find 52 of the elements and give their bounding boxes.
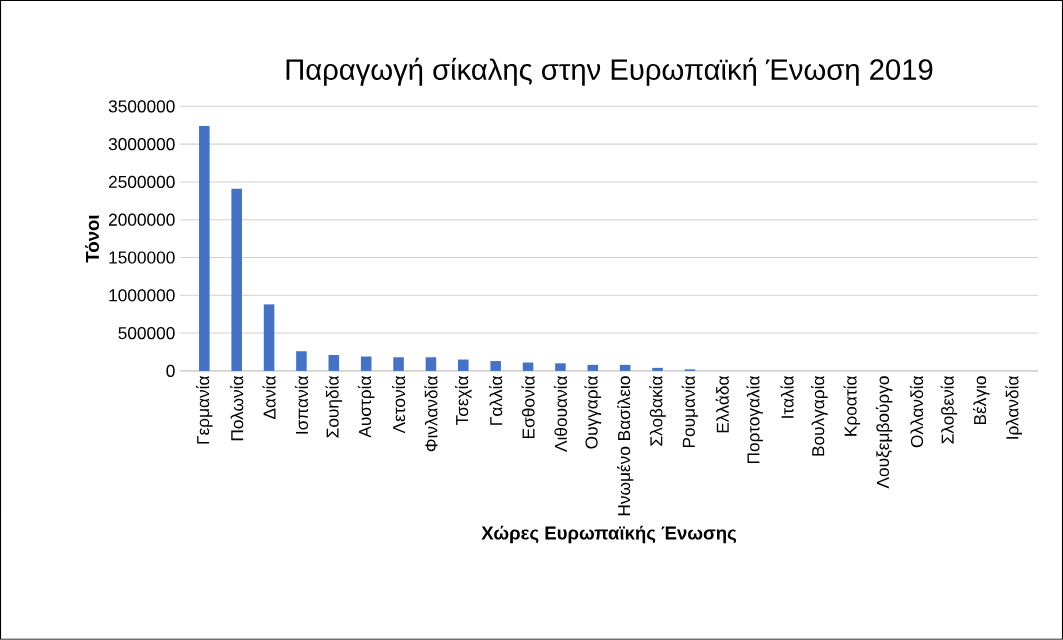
x-tick-label: Ρουμανία: [681, 376, 699, 448]
bar: [458, 359, 469, 372]
bar: [328, 355, 340, 372]
bar: [490, 361, 501, 372]
x-tick-label: Πολωνία: [230, 376, 244, 441]
x-tick-label: Ισπανία: [294, 376, 309, 434]
x-tick-label: Ιρλανδία: [1005, 376, 1022, 439]
bar: [296, 351, 307, 372]
x-tick-label: Φινλανδία: [424, 376, 438, 452]
x-tick-label: Σουηδία: [325, 376, 343, 438]
x-tick-label: Λουξεμβούργο: [875, 376, 893, 489]
chart-title: Παραγωγή σίκαλης στην Ευρωπαϊκή Ένωση 2019: [286, 57, 933, 86]
y-tick-label: 1000000: [109, 289, 175, 302]
x-tick-label: Σλοβενία: [940, 376, 958, 444]
x-tick-label: Βουλγαρία: [811, 376, 828, 456]
bar: [522, 362, 534, 372]
x-tick-label: Ηνωμένο Βασίλειο: [617, 376, 634, 516]
bar: [360, 356, 372, 372]
bar: [619, 364, 631, 372]
x-tick-label: Γαλλία: [489, 376, 503, 425]
x-axis-title: Χώρες Ευρωπαϊκής Ένωσης: [481, 525, 737, 544]
bar: [263, 304, 275, 372]
y-axis-title: Τόνοι: [85, 215, 100, 263]
x-tick-label: Ουγγαρία: [584, 376, 602, 449]
x-tick-label: Δανία: [262, 376, 276, 420]
x-tick-label: Ολλανδία: [909, 376, 924, 448]
y-tick-label: 3000000: [108, 138, 175, 151]
x-tick-label: Πορτογαλία: [746, 376, 763, 464]
x-tick-label: Κροατία: [843, 376, 861, 436]
bar: [393, 357, 404, 372]
bar: [652, 367, 663, 372]
y-tick-label: 2500000: [109, 175, 175, 189]
y-tick-label: 500000: [118, 327, 175, 340]
x-tick-label: Σλοβακία: [649, 376, 666, 446]
x-tick-label: Ιταλία: [780, 376, 794, 418]
y-tick-label: 3500000: [108, 100, 175, 113]
x-tick-label: Λετονία: [391, 376, 406, 434]
bar: [199, 126, 210, 372]
x-tick-label: Τσεχία: [455, 376, 472, 426]
x-tick-label: Εσθονία: [521, 376, 535, 439]
bar: [231, 188, 242, 372]
y-tick-label: 2000000: [109, 213, 175, 226]
x-tick-label: Ελλάδα: [715, 376, 729, 433]
x-tick-label: Βέλγιο: [972, 376, 990, 425]
y-tick-label: 0: [166, 364, 175, 378]
x-tick-label: Γερμανία: [196, 376, 213, 444]
x-tick-label: Λιθουανία: [553, 376, 568, 453]
bar: [587, 364, 599, 372]
bar: [425, 357, 437, 372]
y-tick-label: 1500000: [109, 251, 175, 264]
bar: [555, 363, 566, 372]
x-tick-label: Αυστρία: [357, 376, 375, 438]
